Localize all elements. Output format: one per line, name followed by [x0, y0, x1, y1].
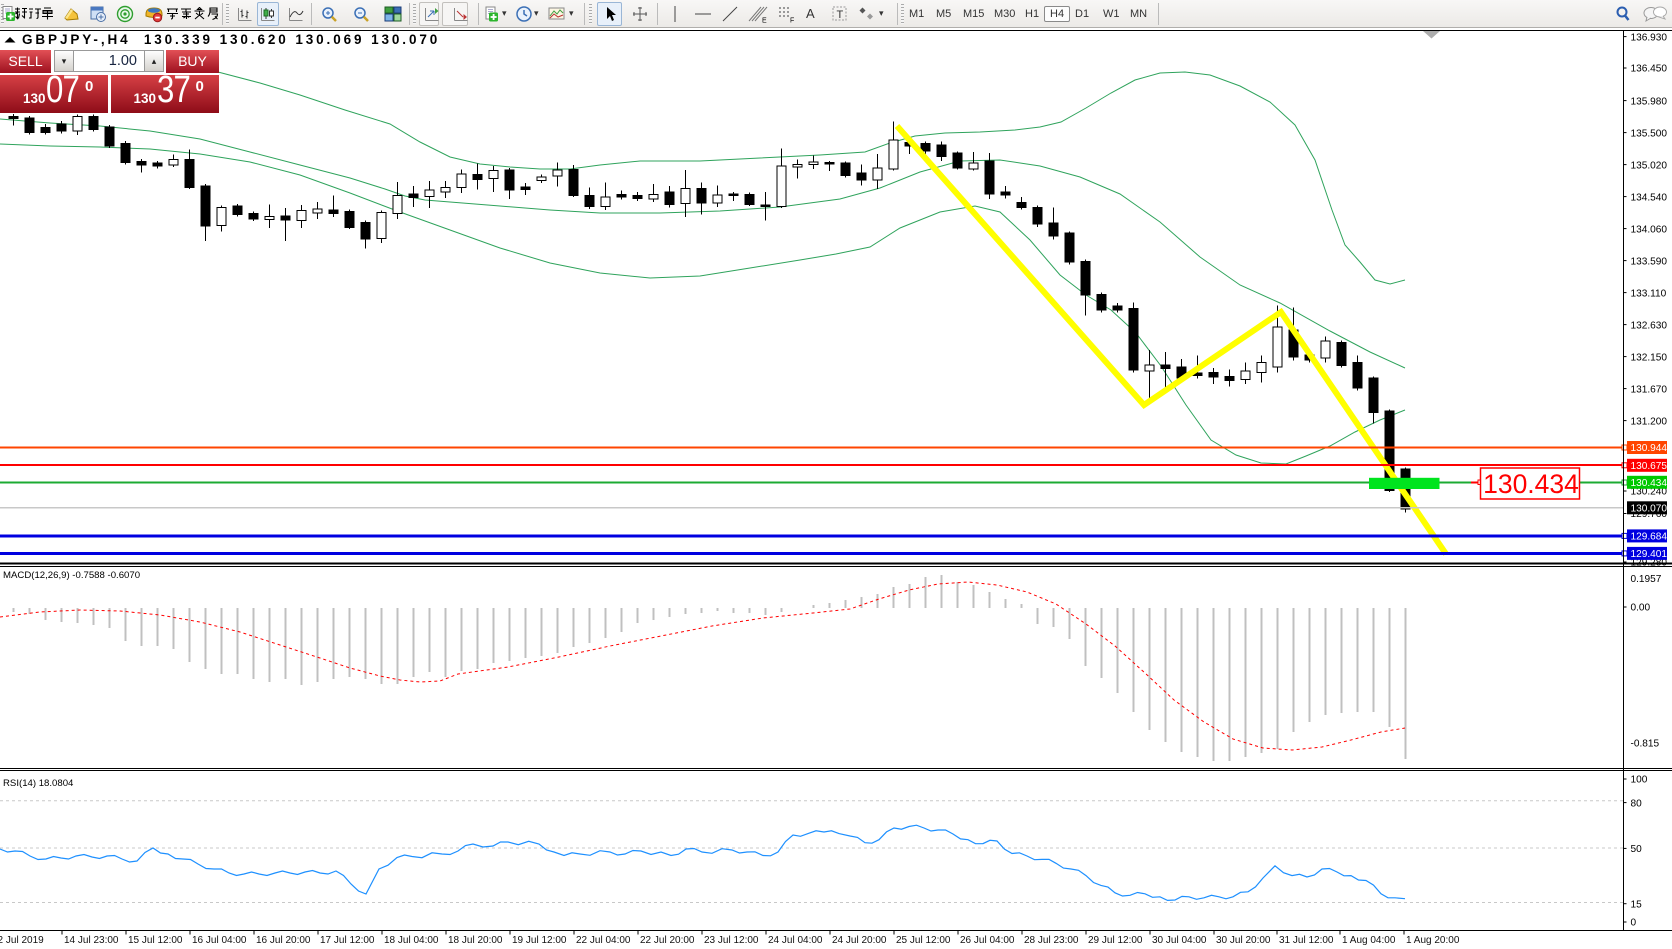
svg-text:131.200: 131.200	[1631, 416, 1668, 427]
svg-text:18 Jul 04:00: 18 Jul 04:00	[384, 935, 439, 946]
svg-text:19 Jul 12:00: 19 Jul 12:00	[512, 935, 567, 946]
svg-text:136.930: 136.930	[1631, 32, 1668, 43]
svg-text:129.280: 129.280	[1631, 558, 1668, 569]
svg-text:1 Aug 20:00: 1 Aug 20:00	[1406, 935, 1460, 946]
svg-text:15 Jul 12:00: 15 Jul 12:00	[128, 935, 183, 946]
svg-text:25 Jul 12:00: 25 Jul 12:00	[896, 935, 951, 946]
svg-text:1 Aug 04:00: 1 Aug 04:00	[1342, 935, 1396, 946]
svg-text:130.944: 130.944	[1631, 443, 1668, 454]
svg-text:16 Jul 04:00: 16 Jul 04:00	[192, 935, 247, 946]
svg-text:-0.815: -0.815	[1631, 739, 1660, 750]
svg-text:29 Jul 12:00: 29 Jul 12:00	[1088, 935, 1143, 946]
svg-text:E: E	[762, 18, 767, 24]
svg-text:24 Jul 04:00: 24 Jul 04:00	[768, 935, 823, 946]
svg-text:14 Jul 23:00: 14 Jul 23:00	[64, 935, 119, 946]
svg-text:130.434: 130.434	[1483, 469, 1579, 499]
svg-text:129.760: 129.760	[1631, 509, 1668, 520]
svg-text:0.00: 0.00	[1631, 603, 1651, 614]
svg-text:17 Jul 12:00: 17 Jul 12:00	[320, 935, 375, 946]
svg-text:0.1957: 0.1957	[1631, 574, 1662, 585]
svg-text:130.070: 130.070	[1631, 504, 1668, 515]
svg-text:134.540: 134.540	[1631, 192, 1668, 203]
svg-text:129.401: 129.401	[1631, 549, 1668, 560]
svg-text:130.675: 130.675	[1631, 461, 1668, 472]
svg-text:MACD(12,26,9) -0.7588 -0.6070: MACD(12,26,9) -0.7588 -0.6070	[3, 570, 140, 581]
svg-text:30 Jul 20:00: 30 Jul 20:00	[1216, 935, 1271, 946]
svg-text:133.590: 133.590	[1631, 256, 1668, 267]
svg-text:129.684: 129.684	[1631, 532, 1668, 543]
svg-text:50: 50	[1631, 844, 1643, 855]
svg-text:22 Jul 04:00: 22 Jul 04:00	[576, 935, 631, 946]
svg-text:100: 100	[1631, 775, 1648, 786]
svg-text:30 Jul 04:00: 30 Jul 04:00	[1152, 935, 1207, 946]
svg-text:135.500: 135.500	[1631, 128, 1668, 139]
svg-text:131.670: 131.670	[1631, 384, 1668, 395]
svg-text:130.434: 130.434	[1631, 478, 1668, 489]
svg-text:134.060: 134.060	[1631, 224, 1668, 235]
svg-text:132.630: 132.630	[1631, 320, 1668, 331]
svg-text:15: 15	[1631, 899, 1643, 910]
svg-text:F: F	[790, 18, 794, 24]
svg-text:132.150: 132.150	[1631, 352, 1668, 363]
svg-text:T: T	[837, 9, 844, 21]
svg-text:12 Jul 2019: 12 Jul 2019	[0, 935, 44, 946]
svg-text:23 Jul 12:00: 23 Jul 12:00	[704, 935, 759, 946]
svg-text:24 Jul 20:00: 24 Jul 20:00	[832, 935, 887, 946]
svg-text:135.980: 135.980	[1631, 96, 1668, 107]
svg-text:GBPJPY-,H4 130.339 130.620 13: GBPJPY-,H4 130.339 130.620 130.069 130.0…	[22, 32, 440, 47]
svg-text:0: 0	[1631, 918, 1637, 929]
svg-text:136.450: 136.450	[1631, 64, 1668, 75]
svg-text:31 Jul 12:00: 31 Jul 12:00	[1279, 935, 1334, 946]
svg-text:135.020: 135.020	[1631, 160, 1668, 171]
svg-text:28 Jul 23:00: 28 Jul 23:00	[1024, 935, 1079, 946]
svg-text:16 Jul 20:00: 16 Jul 20:00	[256, 935, 311, 946]
svg-text:26 Jul 04:00: 26 Jul 04:00	[960, 935, 1015, 946]
svg-text:RSI(14) 18.0804: RSI(14) 18.0804	[3, 778, 74, 789]
svg-text:22 Jul 20:00: 22 Jul 20:00	[640, 935, 695, 946]
svg-text:80: 80	[1631, 798, 1643, 809]
svg-text:18 Jul 20:00: 18 Jul 20:00	[448, 935, 503, 946]
svg-text:130.240: 130.240	[1631, 487, 1668, 498]
svg-text:133.110: 133.110	[1631, 288, 1667, 299]
